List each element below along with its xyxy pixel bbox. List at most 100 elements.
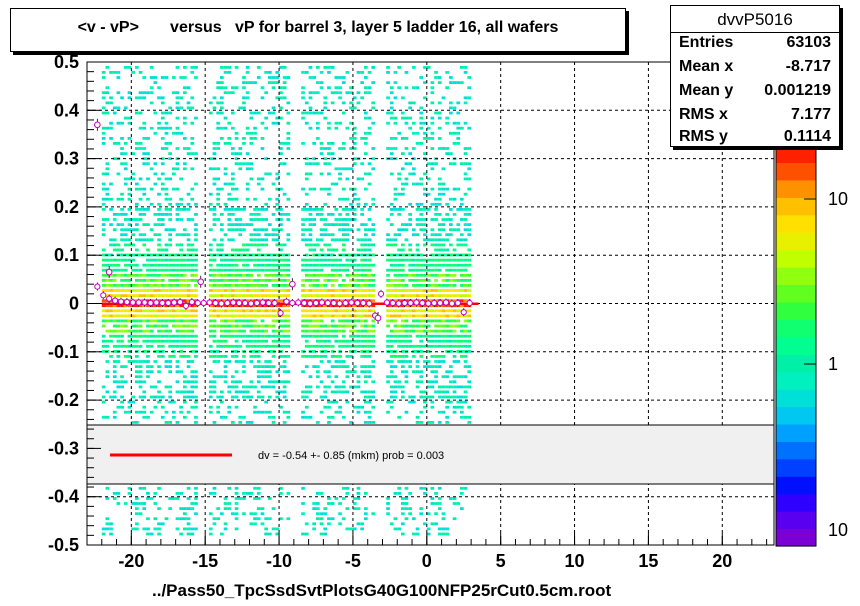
heatmap-cell bbox=[194, 492, 198, 495]
heatmap-cell bbox=[190, 137, 195, 140]
heatmap-cell bbox=[364, 344, 368, 348]
heatmap-cell bbox=[220, 329, 224, 333]
heatmap-cell bbox=[242, 309, 246, 313]
heatmap-cell bbox=[301, 355, 305, 358]
heatmap-cell bbox=[286, 172, 291, 176]
heatmap-cell bbox=[393, 365, 398, 368]
heatmap-cell bbox=[234, 137, 239, 140]
heatmap-cell bbox=[434, 390, 438, 394]
heatmap-cell bbox=[460, 273, 464, 277]
heatmap-cell bbox=[367, 91, 372, 95]
heatmap-cell bbox=[183, 329, 187, 333]
heatmap-cell bbox=[463, 243, 468, 247]
heatmap-cell bbox=[323, 527, 328, 531]
heatmap-cell bbox=[101, 415, 106, 419]
heatmap-cell bbox=[282, 162, 287, 166]
heatmap-cell bbox=[127, 243, 132, 247]
heatmap-cell bbox=[164, 294, 169, 297]
heatmap-cell bbox=[116, 355, 121, 358]
heatmap-cell bbox=[153, 314, 158, 318]
heatmap-cell bbox=[127, 329, 132, 333]
heatmap-cell bbox=[123, 66, 128, 69]
heatmap-cell bbox=[316, 279, 320, 282]
heatmap-cell bbox=[364, 248, 368, 252]
heatmap-cell bbox=[216, 253, 220, 257]
heatmap-cell bbox=[223, 522, 228, 526]
heatmap-cell bbox=[367, 339, 372, 343]
heatmap-cell bbox=[423, 319, 427, 323]
heatmap-cell bbox=[367, 116, 372, 120]
profile-point bbox=[425, 300, 432, 307]
profile-point bbox=[318, 299, 326, 306]
heatmap-cell bbox=[123, 273, 128, 277]
heatmap-cell bbox=[456, 126, 461, 130]
heatmap-cell bbox=[282, 370, 287, 374]
heatmap-cell bbox=[238, 360, 243, 363]
heatmap-cell bbox=[371, 253, 376, 257]
heatmap-cell bbox=[120, 213, 124, 216]
heatmap-cell bbox=[131, 319, 135, 323]
heatmap-cell bbox=[220, 294, 224, 297]
heatmap-cell bbox=[256, 263, 261, 267]
heatmap-cell bbox=[249, 319, 254, 323]
heatmap-cell bbox=[264, 116, 268, 120]
heatmap-cell bbox=[109, 101, 113, 105]
heatmap-cell bbox=[234, 187, 239, 191]
heatmap-cell bbox=[138, 71, 143, 74]
heatmap-cell bbox=[190, 96, 195, 100]
heatmap-cell bbox=[157, 192, 161, 196]
heatmap-cell bbox=[456, 375, 461, 379]
heatmap-cell bbox=[371, 228, 376, 232]
heatmap-cell bbox=[371, 380, 376, 384]
heatmap-cell bbox=[419, 329, 424, 333]
heatmap-cell bbox=[175, 527, 180, 531]
heatmap-cell bbox=[175, 66, 180, 69]
heatmap-cell bbox=[345, 213, 350, 216]
heatmap-cell bbox=[338, 147, 342, 150]
heatmap-cell bbox=[304, 157, 309, 161]
heatmap-cell bbox=[327, 213, 331, 216]
heatmap-cell bbox=[190, 339, 195, 343]
heatmap-cell bbox=[323, 289, 328, 292]
heatmap-cell bbox=[308, 223, 313, 226]
heatmap-cell bbox=[234, 324, 239, 328]
heatmap-cell bbox=[223, 304, 228, 308]
heatmap-cell bbox=[463, 324, 468, 328]
heatmap-cell bbox=[120, 309, 124, 313]
heatmap-cell bbox=[316, 111, 320, 115]
heatmap-cell bbox=[319, 309, 324, 313]
heatmap-cell bbox=[460, 344, 464, 348]
heatmap-cell bbox=[231, 385, 235, 389]
heatmap-cell bbox=[216, 187, 220, 191]
heatmap-cell bbox=[415, 233, 420, 237]
heatmap-cell bbox=[341, 228, 346, 232]
heatmap-cell bbox=[323, 370, 328, 374]
heatmap-cell bbox=[389, 355, 394, 358]
heatmap-cell bbox=[279, 390, 283, 394]
heatmap-cell bbox=[172, 279, 176, 282]
heatmap-cell bbox=[264, 91, 268, 95]
heatmap-cell bbox=[397, 324, 401, 328]
heatmap-cell bbox=[227, 213, 232, 216]
heatmap-cell bbox=[364, 152, 368, 155]
heatmap-cell bbox=[101, 258, 106, 262]
heatmap-cell bbox=[256, 492, 261, 495]
heatmap-cell bbox=[401, 329, 405, 333]
heatmap-cell bbox=[401, 319, 405, 323]
heatmap-cell bbox=[123, 319, 128, 323]
profile-point bbox=[442, 299, 450, 306]
heatmap-cell bbox=[463, 360, 468, 363]
heatmap-cell bbox=[434, 258, 438, 262]
heatmap-cell bbox=[172, 400, 176, 404]
heatmap-cell bbox=[142, 233, 147, 237]
heatmap-cell bbox=[334, 309, 339, 313]
heatmap-cell bbox=[319, 263, 324, 267]
heatmap-cell bbox=[175, 187, 180, 191]
heatmap-cell bbox=[260, 329, 265, 333]
heatmap-cell bbox=[364, 294, 368, 297]
heatmap-cell bbox=[323, 162, 328, 166]
heatmap-cell bbox=[275, 395, 280, 399]
heatmap-cell bbox=[319, 532, 324, 536]
heatmap-cell bbox=[253, 284, 257, 287]
